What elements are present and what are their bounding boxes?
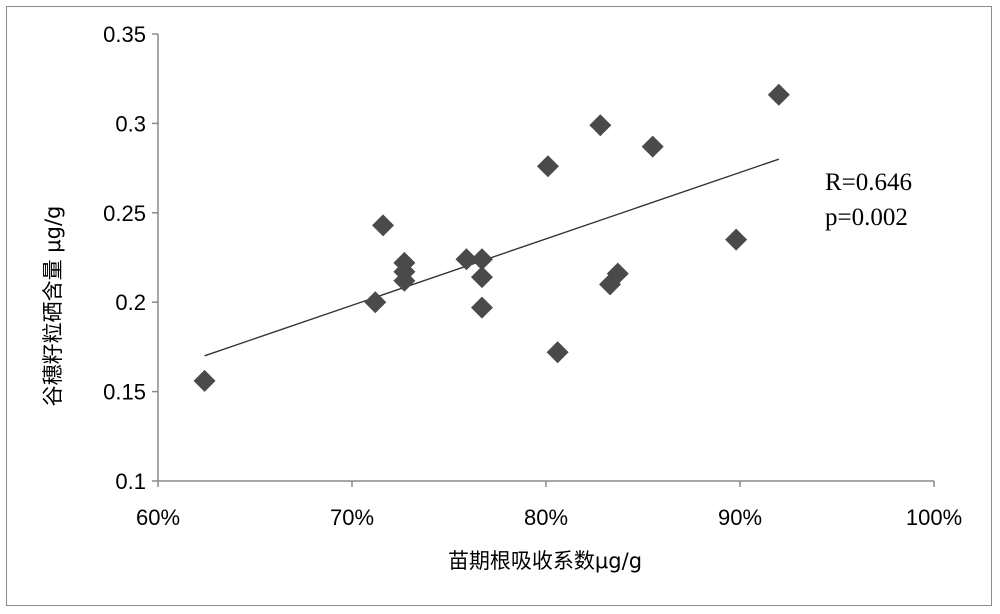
annotation-r-value: R=0.646 [825, 169, 912, 196]
tick-labels: 0.1 0.15 0.2 0.25 0.3 0.35 60% 70% 80% 90% 100% [103, 22, 962, 530]
x-tick-label: 70% [330, 505, 374, 530]
data-point [767, 83, 790, 106]
x-tick-label: 80% [524, 505, 568, 530]
y-tick-label: 0.2 [115, 290, 146, 315]
data-point [470, 266, 493, 289]
x-tick-label: 60% [136, 505, 180, 530]
axes [152, 33, 935, 487]
data-point [393, 269, 416, 292]
data-point [372, 214, 395, 237]
points-group [193, 83, 790, 392]
y-tick-label: 0.35 [103, 22, 146, 47]
trendline-group [204, 158, 780, 357]
data-point [641, 135, 664, 158]
x-tick-label: 90% [718, 505, 762, 530]
chart-frame [6, 6, 992, 606]
y-tick-label: 0.1 [115, 469, 146, 494]
y-tick-label: 0.15 [103, 380, 146, 405]
y-tick-label: 0.25 [103, 201, 146, 226]
data-point [589, 114, 612, 137]
data-point [536, 155, 559, 178]
data-point [470, 248, 493, 271]
x-tick-label: 100% [906, 505, 962, 530]
y-axis-label: 谷穗籽粒硒含量 μg/g [41, 206, 65, 407]
data-point [725, 228, 748, 251]
data-point [455, 248, 478, 271]
y-tick-label: 0.3 [115, 111, 146, 136]
data-point [470, 296, 493, 319]
data-point [364, 291, 387, 314]
trendline [204, 158, 780, 357]
x-axis-label: 苗期根吸收系数μg/g [448, 549, 642, 573]
data-point [193, 369, 216, 392]
data-point [606, 262, 629, 285]
annotation-p-value: p=0.002 [825, 204, 908, 231]
data-point [546, 341, 569, 364]
